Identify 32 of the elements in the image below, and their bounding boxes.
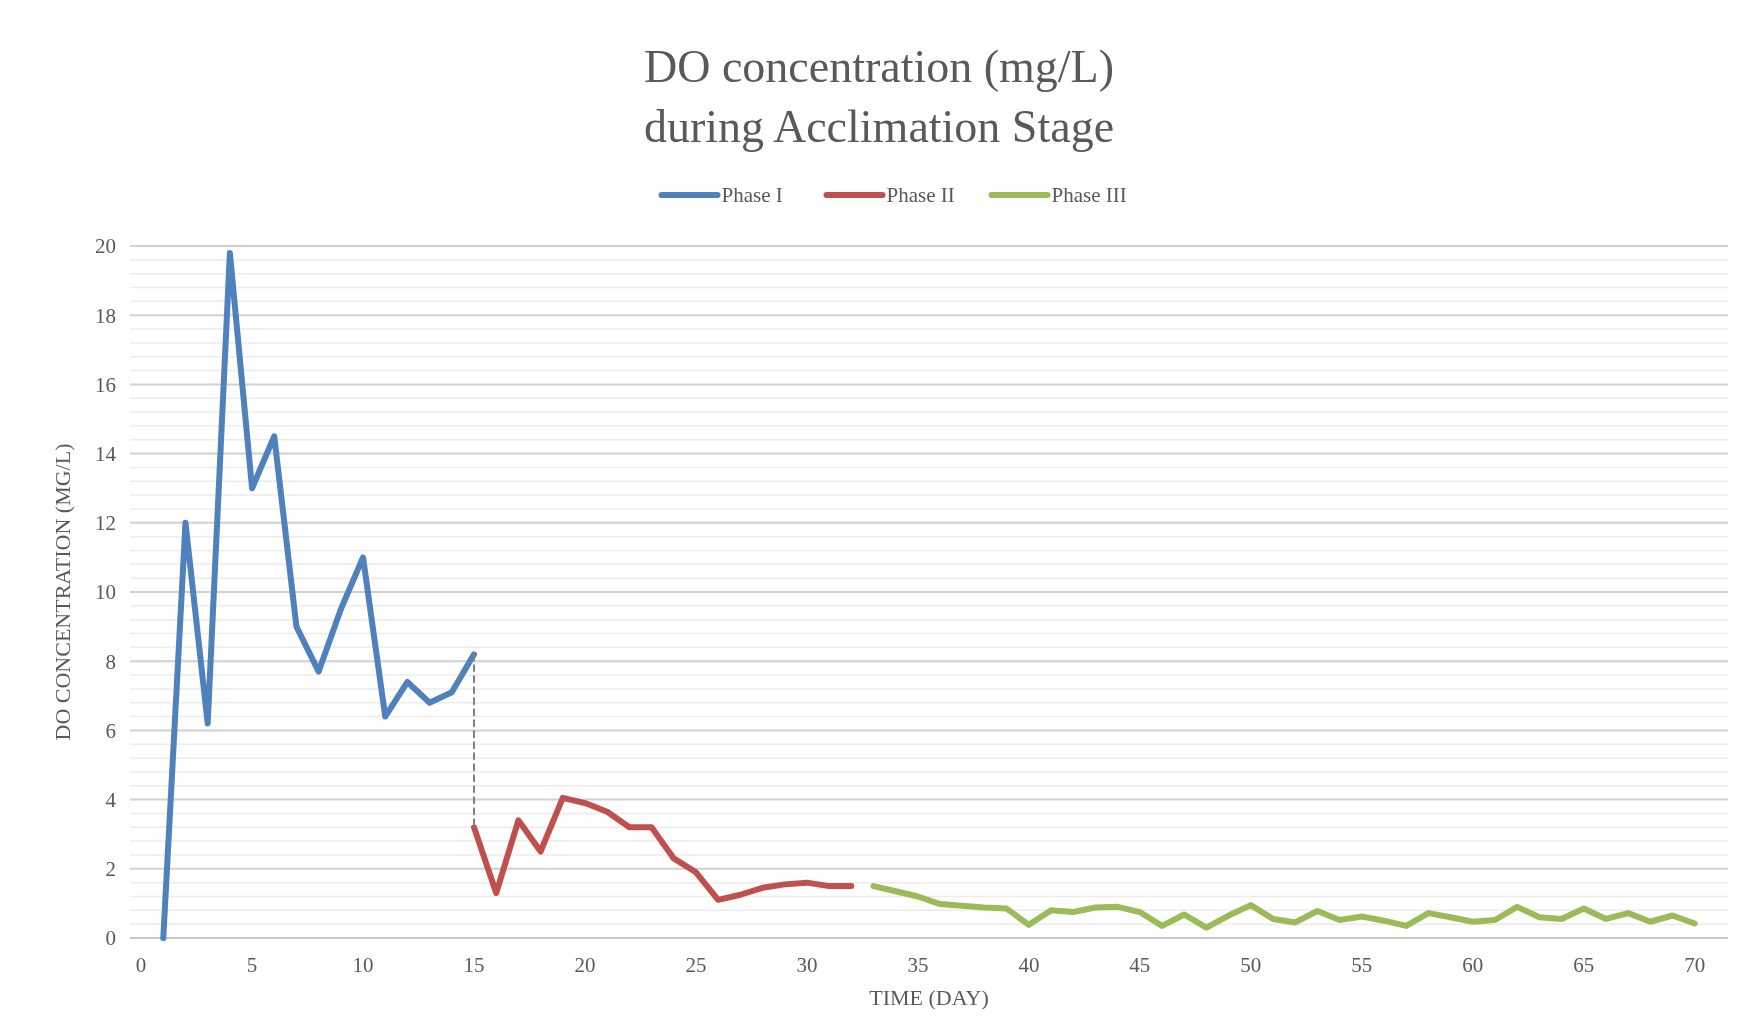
chart-title: DO concentration (mg/L) during Acclimation Stage <box>643 41 1115 152</box>
x-tick-label: 10 <box>352 953 374 977</box>
y-tick-label: 14 <box>95 441 117 466</box>
y-axis-title: DO CONCENTRATION (MG/L) <box>50 443 75 741</box>
y-tick-label: 0 <box>105 926 116 951</box>
x-tick-label: 45 <box>1129 953 1151 977</box>
legend-label: Phase II <box>886 183 955 208</box>
x-axis-title: TIME (DAY) <box>869 985 989 1010</box>
y-tick-label: 2 <box>105 857 116 882</box>
y-tick-label: 20 <box>95 234 116 259</box>
x-tick-label: 40 <box>1018 953 1040 977</box>
y-tick-label: 10 <box>95 580 116 605</box>
legend-label: Phase I <box>721 183 783 208</box>
x-tick-label: 50 <box>1240 953 1262 977</box>
legend-label: Phase III <box>1051 183 1127 208</box>
x-tick-label: 15 <box>463 953 485 977</box>
x-tick-label: 0 <box>135 953 147 977</box>
x-tick-label: 20 <box>574 953 596 977</box>
x-tick-label: 35 <box>907 953 929 977</box>
x-tick-label: 5 <box>246 953 258 977</box>
x-tick-label: 65 <box>1573 953 1595 977</box>
y-tick-label: 8 <box>105 649 116 674</box>
x-tick-label: 60 <box>1462 953 1484 977</box>
x-tick-label: 30 <box>796 953 818 977</box>
x-tick-label: 25 <box>685 953 707 977</box>
x-tick-label: 70 <box>1684 953 1706 977</box>
y-tick-label: 18 <box>95 303 116 328</box>
x-tick-label: 55 <box>1351 953 1373 977</box>
y-tick-label: 12 <box>95 511 116 536</box>
y-tick-label: 4 <box>105 787 117 812</box>
y-tick-label: 16 <box>95 372 116 397</box>
y-tick-label: 6 <box>105 718 116 743</box>
